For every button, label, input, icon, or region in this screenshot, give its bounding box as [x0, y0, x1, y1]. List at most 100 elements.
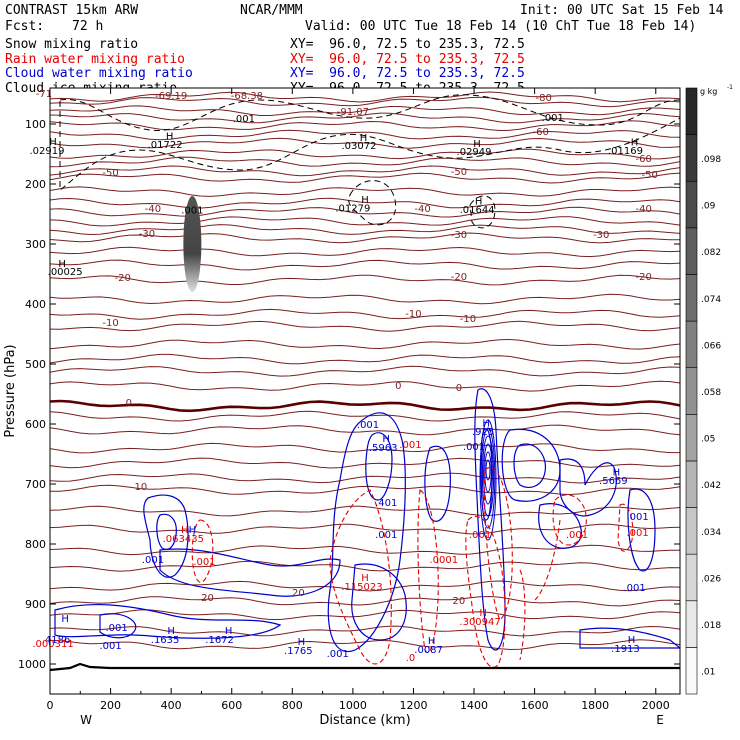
high-marker: H: [58, 259, 66, 270]
rain-max-label: .001: [566, 530, 588, 541]
cloud-max-label: .001: [623, 583, 645, 594]
center-title: NCAR/MMM: [240, 3, 303, 18]
rain-max-label: .0: [406, 653, 416, 664]
rain-water-contour: [552, 494, 587, 546]
field-cloud-name: Cloud water mixing ratio: [5, 66, 193, 81]
cloud-water-contour: [513, 443, 547, 488]
colorbar-segment: [685, 367, 698, 415]
cloud-max-label: .001: [106, 623, 128, 634]
isotherm-label: -68.38: [231, 91, 263, 102]
isotherm-line: [50, 484, 680, 496]
isotherm-label: -30: [139, 229, 155, 240]
high-marker: H: [360, 133, 368, 144]
isotherm-line: [50, 338, 680, 350]
colorbar-tick-label: .058: [701, 388, 721, 398]
isotherm-line: [50, 544, 680, 556]
isotherm-label: -40: [145, 204, 161, 215]
high-marker: H: [181, 525, 189, 536]
isotherm-line: [50, 580, 680, 592]
cloud-max-label: .001: [99, 641, 121, 652]
rain-water-contour: [483, 467, 513, 621]
isotherm-label: -10: [405, 309, 421, 320]
cloud-water-contour: [351, 563, 407, 641]
ice-max-label: .01722: [148, 140, 183, 151]
y-tick-label: 200: [25, 178, 46, 191]
isotherm-line: [50, 308, 680, 320]
field-snow-xy: XY= 96.0, 72.5 to 235.3, 72.5: [290, 37, 525, 52]
isotherm-line: [50, 560, 680, 572]
y-tick-label: 300: [25, 238, 46, 251]
rain-water-contour: [617, 503, 634, 552]
isotherm-line: [50, 165, 680, 177]
ice-max-label: .01644: [460, 205, 495, 216]
x-tick-label: 0: [47, 699, 54, 712]
isotherm-line: [50, 410, 680, 422]
east-label: E: [656, 713, 664, 727]
cloud-max-label: .1635: [151, 635, 180, 646]
ice-max-label: .01169: [608, 146, 643, 157]
x-tick-label: 1000: [339, 699, 367, 712]
x-axis-label: Distance (km): [319, 713, 410, 728]
x-tick-label: 200: [100, 699, 121, 712]
rain-water-contour: [417, 489, 439, 653]
terrain-line: [50, 662, 680, 672]
plot-frame: [49, 87, 681, 695]
colorbar-segment: [685, 647, 698, 695]
high-marker: H: [361, 195, 369, 206]
cloud-max-label: .1672: [205, 635, 234, 646]
isotherm-line: [50, 424, 680, 436]
axes: 0 200 400 600 800 1000 1200 1400 1600 1800 2000100…: [18, 88, 680, 712]
x-tick-label: 1400: [460, 699, 488, 712]
valid-time: Valid: 00 UTC Tue 18 Feb 14 (10 ChT Tue …: [305, 19, 697, 34]
high-marker: H: [473, 139, 481, 150]
field-rain-name: Rain water mixing ratio: [5, 52, 186, 67]
isotherm-line: [50, 320, 680, 332]
x-tick-label: 1800: [581, 699, 609, 712]
colorbar-tick-label: .082: [701, 248, 721, 258]
ice-contour: [348, 180, 397, 226]
isotherm-label: 10: [134, 482, 147, 493]
isotherm-label: -30: [593, 230, 609, 241]
isotherm-line: [50, 206, 680, 218]
ice-contour: [59, 94, 680, 192]
init-time: Init: 00 UTC Sat 15 Feb 14: [520, 3, 724, 18]
cloud-max-label: .1765: [284, 646, 313, 657]
y-tick-label: 100: [25, 118, 46, 131]
high-marker: H: [428, 636, 436, 647]
rain-max-label: .001: [193, 557, 215, 568]
isotherm-label: 20: [201, 593, 214, 604]
high-marker: H: [382, 434, 390, 445]
cloud-water-contour: [424, 445, 451, 522]
forecast-hours: 72 h: [72, 19, 104, 34]
rain-water-contour: [465, 515, 506, 668]
colorbar-tick-label: .01: [701, 668, 715, 678]
cloud-max-label: .001: [375, 530, 397, 541]
colorbar-segment: [685, 460, 698, 508]
cloud-water-contour: [627, 488, 656, 572]
colorbar-tick-label: .066: [701, 341, 721, 351]
isotherm-line: [50, 353, 680, 365]
cloud-max-label: .001: [626, 512, 648, 523]
colorbar-tick-label: .05: [701, 435, 715, 445]
isotherm-label: 20: [292, 588, 305, 599]
cloud-water-contour: [327, 412, 406, 653]
colorbar-segment: [685, 320, 698, 368]
isotherm-line: [50, 609, 680, 620]
y-axis-label: Pressure (hPa): [3, 344, 18, 437]
cloud-water-contour: [143, 494, 189, 578]
ice-max-label: .00025: [48, 267, 83, 278]
high-marker: H: [166, 132, 174, 143]
high-marker: H: [167, 626, 175, 637]
forecast-label: Fcst:: [5, 19, 45, 34]
isotherm-label: -71: [36, 89, 52, 100]
high-marker: H: [479, 608, 487, 619]
isotherm-line: [50, 625, 680, 637]
colorbar-segment: [685, 507, 698, 555]
isotherm-label: -20: [635, 272, 651, 283]
y-tick-label: 900: [25, 598, 46, 611]
model-title: CONTRAST 15km ARW: [5, 3, 139, 18]
cloud-max-label: .0087: [414, 645, 443, 656]
cloud-max-label: .001: [142, 555, 164, 566]
isotherm-line: [50, 595, 680, 607]
